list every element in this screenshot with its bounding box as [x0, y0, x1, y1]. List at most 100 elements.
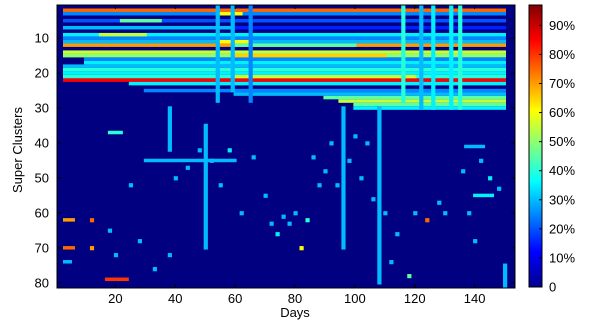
- heatmap-cell: [62, 8, 507, 12]
- heatmap-cell: [62, 246, 75, 250]
- heatmap-cell: [503, 263, 508, 288]
- y-tick-label: 70: [35, 240, 49, 255]
- heatmap-cell: [128, 183, 134, 188]
- heatmap-cell: [425, 218, 430, 223]
- heatmap-cell: [62, 78, 507, 82]
- heatmap-cell: [437, 200, 442, 205]
- heatmap-cell: [233, 53, 387, 58]
- colorbar-ticks: 0 10% 20% 30% 40% 50% 60% 70% 80% 90%: [539, 18, 575, 295]
- heatmap-cell: [431, 5, 436, 110]
- heatmap-cell: [83, 60, 507, 65]
- heatmap-cell: [233, 74, 417, 79]
- heatmap-cell: [467, 211, 472, 216]
- heatmap-cell: [395, 232, 400, 237]
- colorbar-tick-label: 30%: [549, 192, 575, 207]
- heatmap-cell: [401, 5, 406, 103]
- heatmap-cell: [230, 5, 235, 93]
- x-tick-label: 100: [344, 291, 366, 306]
- y-tick-label: 40: [35, 136, 49, 151]
- heatmap-cell: [137, 239, 143, 244]
- heatmap-cell: [248, 5, 253, 103]
- heatmap-cell: [215, 5, 220, 103]
- heatmap-cell: [143, 158, 237, 163]
- heatmap-cell: [62, 36, 507, 40]
- y-tick-label: 10: [35, 31, 49, 46]
- heatmap-cell: [263, 193, 268, 198]
- colorbar-tick-label: 80%: [549, 47, 575, 62]
- heatmap-cell: [461, 169, 466, 174]
- y-axis-label: Super Clusters: [10, 107, 25, 193]
- colorbar: 0 10% 20% 30% 40% 50% 60% 70% 80% 90%: [528, 4, 575, 295]
- heatmap-cell: [275, 232, 280, 237]
- x-tick-label: 140: [464, 291, 486, 306]
- heatmap-cell: [173, 176, 178, 181]
- heatmap-cell: [203, 123, 208, 250]
- heatmap-cell: [197, 148, 202, 153]
- heatmap-cell: [473, 239, 478, 244]
- heatmap-cell: [443, 211, 448, 216]
- heatmap-cell: [209, 158, 214, 163]
- heatmap-cell: [233, 43, 357, 47]
- x-tick-label: 20: [108, 291, 122, 306]
- heatmap-cell: [335, 183, 340, 188]
- heatmap-cell: [152, 267, 157, 272]
- heatmap-cell: [407, 274, 412, 279]
- heatmap-cell: [299, 246, 304, 251]
- heatmap-cell: [62, 25, 237, 30]
- heatmap-cell: [143, 88, 507, 93]
- heatmap-cell: [107, 228, 113, 233]
- y-tick-label: 20: [35, 66, 49, 81]
- heatmap-cell: [419, 5, 424, 110]
- heatmap-cell: [305, 218, 310, 223]
- colorbar-tick-label: 20%: [549, 221, 575, 236]
- heatmap-cell: [62, 32, 507, 37]
- heatmap-cell: [458, 5, 463, 110]
- heatmap-cell: [341, 106, 346, 250]
- y-tick-label: 80: [35, 275, 49, 290]
- heatmap-cell: [62, 11, 507, 16]
- heatmap-cell: [323, 95, 507, 100]
- heatmap-cell: [62, 71, 507, 75]
- heatmap-cell: [281, 214, 286, 219]
- heatmap-cell: [62, 18, 507, 23]
- heatmap-cell: [239, 211, 244, 216]
- heatmap-cell: [473, 193, 495, 198]
- heatmap-cell: [269, 221, 274, 226]
- heatmap-cell: [479, 158, 484, 163]
- heatmap-cell: [449, 5, 454, 110]
- y-tick-label: 30: [35, 101, 49, 116]
- x-tick-label: 40: [168, 291, 182, 306]
- heatmap-background: [57, 5, 515, 288]
- heatmap-cell: [353, 102, 507, 107]
- heatmap-cell: [227, 148, 232, 153]
- heatmap-cell: [353, 106, 507, 110]
- heatmap-cell: [359, 176, 364, 181]
- heatmap-cell: [62, 39, 507, 44]
- heatmap-cell: [185, 165, 190, 170]
- heatmap-cell: [167, 253, 172, 258]
- heatmap-cell: [251, 155, 256, 160]
- heatmap-cell: [293, 211, 298, 216]
- y-tick-label: 50: [35, 170, 49, 185]
- x-tick-label: 80: [288, 291, 302, 306]
- heatmap-cell: [233, 92, 507, 96]
- colorbar-tick-label: 50%: [549, 134, 575, 149]
- x-tick-label: 120: [404, 291, 426, 306]
- x-axis-label: Days: [280, 305, 310, 320]
- y-tick-label: 60: [35, 205, 49, 220]
- heatmap-cell: [287, 221, 292, 226]
- heatmap-cell: [107, 130, 123, 135]
- x-axis: 20 40 60 80 100 120 140: [108, 5, 485, 306]
- colorbar-tick-label: 0: [549, 280, 556, 295]
- heatmap-cell: [233, 25, 507, 30]
- y-axis: 10 20 30 40 50 60 70 80: [35, 31, 515, 290]
- plot-frame: [56, 4, 516, 289]
- heatmap-cell: [113, 253, 119, 258]
- colorbar-tick-label: 90%: [549, 18, 575, 33]
- heatmap-cell: [347, 158, 352, 163]
- heatmap-cell: [89, 246, 95, 251]
- heatmap-cell: [218, 39, 252, 44]
- heatmap-cell: [167, 106, 172, 152]
- heatmap-cell: [383, 211, 388, 216]
